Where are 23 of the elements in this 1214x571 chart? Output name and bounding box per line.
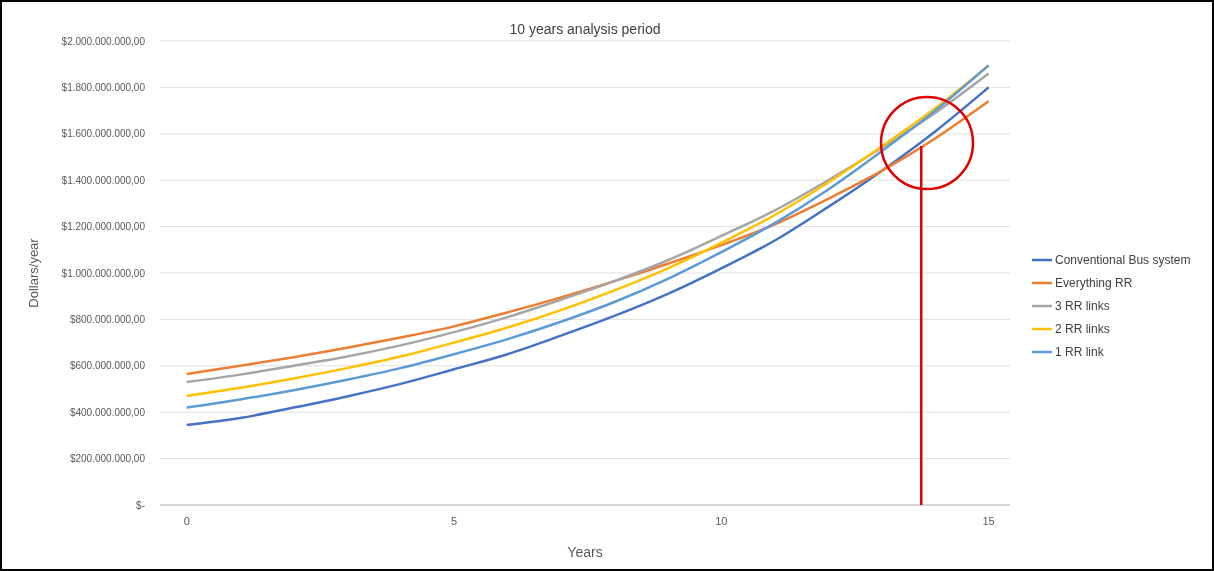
y-tick-label: $200.000.000,00 — [69, 453, 146, 465]
legend-label: Conventional Bus system — [1055, 253, 1191, 268]
y-tick-label: $2.000.000.000,00 — [61, 35, 146, 47]
legend-label: 3 RR links — [1055, 299, 1110, 314]
x-tick-label: 10 — [715, 515, 728, 527]
y-tick-label: $1.200.000.000,00 — [61, 221, 146, 233]
y-tick-label: $400.000.000,00 — [69, 406, 146, 418]
y-tick-label: $1.400.000.000,00 — [61, 174, 146, 186]
y-axis-title: Dollars/year — [26, 237, 41, 308]
y-tick-label: $1.600.000.000,00 — [61, 128, 146, 140]
x-tick-label: 0 — [183, 515, 190, 527]
y-tick-label: $1.800.000.000,00 — [61, 81, 146, 93]
y-tick-label: $- — [136, 499, 145, 511]
y-tick-label: $1.000.000.000,00 — [61, 267, 146, 279]
legend-label: 1 RR link — [1055, 345, 1105, 360]
legend-label: Everything RR — [1055, 276, 1133, 291]
legend-label: 2 RR links — [1055, 322, 1110, 337]
chart-title: 10 years analysis period — [509, 21, 661, 37]
y-tick-label: $800.000.000,00 — [69, 313, 146, 325]
y-tick-label: $600.000.000,00 — [69, 360, 146, 372]
x-axis-title: Years — [567, 544, 603, 560]
x-tick-label: 15 — [982, 515, 995, 527]
x-tick-label: 5 — [450, 515, 458, 527]
